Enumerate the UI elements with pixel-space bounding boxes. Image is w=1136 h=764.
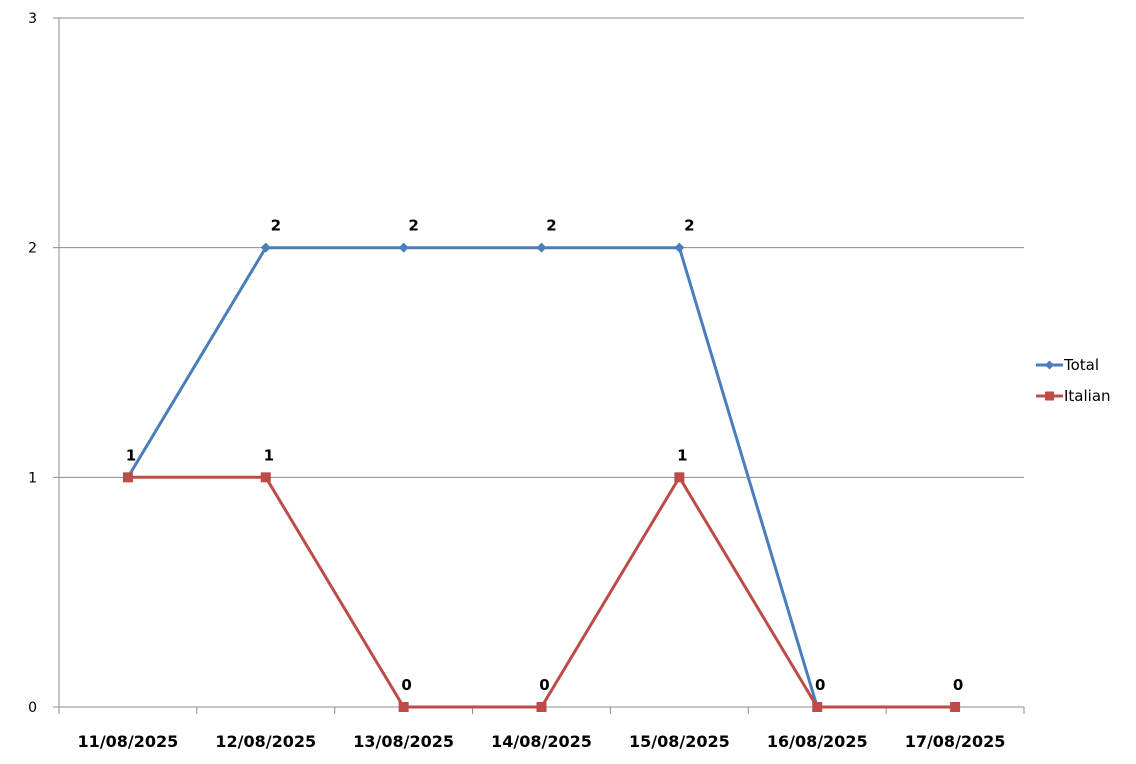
data-label-total: 2 [408,217,418,235]
legend-marker-italian [1045,391,1054,401]
legend: Total Italian [1036,356,1111,405]
axes [53,17,1025,714]
data-point-italian [812,702,823,712]
legend-marker-total [1045,360,1054,370]
legend-label-italian: Italian [1064,387,1111,405]
legend-label-total: Total [1063,356,1099,374]
x-tick-label: 11/08/2025 [78,732,179,751]
data-label-italian: 0 [401,676,411,694]
x-tick-label: 17/08/2025 [905,732,1006,751]
y-axis-tick-labels: 0 1 2 3 [28,11,37,716]
data-point-total [260,242,271,253]
data-label-total: 2 [546,217,556,235]
data-point-italian [260,472,271,483]
series-line-italian [127,475,956,709]
x-axis-tick-labels: 11/08/2025 12/08/2025 13/08/2025 14/08/2025… [78,732,1006,751]
data-label-italian: 1 [677,446,687,464]
data-point-italian [674,472,685,483]
data-label-italian: 1 [126,446,136,464]
x-tick-label: 16/08/2025 [767,732,868,751]
x-tick-label: 13/08/2025 [353,732,454,751]
x-tick-label: 14/08/2025 [491,732,592,751]
data-point-total [674,242,685,253]
y-tick-label: 1 [28,470,37,486]
x-tick-label: 15/08/2025 [629,732,730,751]
data-point-italian [536,702,547,712]
y-tick-label: 2 [28,241,37,257]
data-label-italian: 0 [539,676,549,694]
x-tick-label: 12/08/2025 [215,732,316,751]
series-layer [122,242,961,712]
y-tick-label: 3 [28,11,37,27]
data-point-italian [398,702,409,712]
data-label-total: 2 [271,217,281,235]
data-point-total [398,242,409,253]
y-tick-label: 0 [28,700,37,716]
data-labels: 2 2 2 2 1 1 0 0 1 0 0 [126,217,964,694]
data-point-total [536,242,547,253]
data-label-italian: 1 [264,446,274,464]
data-label-total: 2 [684,217,694,235]
series-line-total [126,246,819,708]
data-label-italian: 0 [953,676,963,694]
data-label-italian: 0 [815,676,825,694]
data-point-italian [122,472,133,483]
data-point-italian [950,702,961,712]
